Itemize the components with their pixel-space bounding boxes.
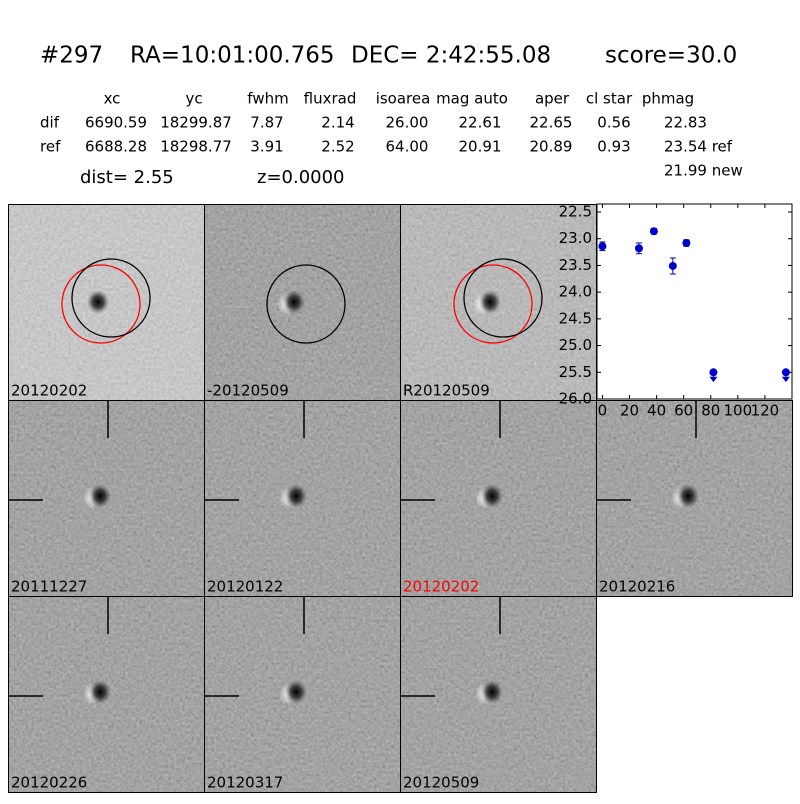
y-tick-label: 24.0 (559, 283, 592, 301)
cell: 64.00 (386, 138, 429, 156)
ref-circle (61, 264, 141, 344)
cell: 26.00 (386, 114, 429, 132)
score: score=30.0 (605, 43, 737, 69)
dist: dist= 2.55 (80, 167, 174, 188)
cell: 3.91 (250, 138, 283, 156)
source-dark (283, 290, 305, 314)
y-tick-label: 25.0 (559, 336, 592, 354)
stamp-label: 20120226 (11, 774, 87, 792)
y-tick-label: 25.5 (559, 363, 592, 381)
y-tick-label: 23.0 (559, 229, 592, 247)
column-header: aper (535, 90, 570, 108)
cell: 6690.59 (85, 114, 147, 132)
cell: 20.91 (459, 138, 502, 156)
stamp-label: 20120216 (599, 578, 675, 596)
source-dark (479, 290, 501, 314)
stamp-label: 20120317 (207, 774, 283, 792)
aperture-circle (266, 264, 346, 344)
y-tick-label: 23.5 (559, 256, 592, 274)
cell: 23.54 ref (664, 138, 733, 156)
redshift: z=0.0000 (257, 167, 345, 188)
cell: 22.83 (664, 114, 707, 132)
data-point (682, 239, 691, 247)
cell: 20.89 (530, 138, 573, 156)
row-label: ref (40, 138, 61, 156)
ra: RA=10:01:00.765 (130, 43, 335, 69)
cell: 18298.77 (160, 138, 232, 156)
cell: 18299.87 (160, 114, 232, 132)
y-tick-label: 22.5 (559, 203, 592, 221)
x-tick-label: 100 (724, 402, 753, 420)
object-id: #297 (40, 43, 103, 69)
dec: DEC= 2:42:55.08 (351, 43, 551, 69)
stamp-label: 20111227 (11, 578, 87, 596)
column-header: yc (185, 90, 202, 108)
source-dark (481, 484, 503, 508)
stamp-label: 20120509 (403, 774, 479, 792)
x-tick-label: 20 (620, 402, 639, 420)
data-point (649, 227, 658, 236)
x-tick-label: 80 (701, 402, 720, 420)
stamp-label: R20120509 (403, 382, 490, 400)
limit-arrow (709, 372, 718, 383)
aperture-circle (463, 258, 543, 338)
cell: 2.14 (321, 114, 354, 132)
limit-arrow (781, 372, 790, 383)
data-point (598, 242, 607, 251)
source-dark (285, 484, 307, 508)
cell: 2.52 (321, 138, 354, 156)
source-dark (481, 680, 503, 704)
source-dark (677, 484, 699, 508)
column-header: isoarea (376, 90, 431, 108)
cell: 22.61 (459, 114, 502, 132)
plot-area (596, 203, 793, 400)
cell: 6688.28 (85, 138, 147, 156)
x-tick-label: 40 (647, 402, 666, 420)
cell: 22.65 (530, 114, 573, 132)
stamp-label: 20120202 (403, 578, 479, 596)
cell: 7.87 (250, 114, 283, 132)
source-dark (89, 680, 111, 704)
source-dark (87, 290, 109, 314)
row-label: dif (40, 114, 60, 132)
column-header: mag auto (436, 90, 508, 108)
extra-mag: 21.99 new (664, 162, 743, 180)
column-header: phmag (642, 90, 694, 108)
source-dark (285, 680, 307, 704)
stamp-border (596, 400, 793, 597)
cell: 0.56 (597, 114, 630, 132)
column-header: xc (104, 90, 121, 108)
x-tick-label: 0 (598, 402, 608, 420)
data-point (668, 261, 677, 270)
x-tick-label: 60 (674, 402, 693, 420)
column-header: fluxrad (304, 90, 357, 108)
stamp-border (400, 596, 597, 793)
stamp-label: 20120202 (11, 382, 87, 400)
stamp-label: 20120122 (207, 578, 283, 596)
x-tick-label: 120 (751, 402, 780, 420)
aperture-circle (71, 258, 151, 338)
cell: 0.93 (597, 138, 630, 156)
y-tick-label: 26.0 (559, 390, 592, 408)
stamp-label: -20120509 (207, 382, 289, 400)
y-tick-label: 24.5 (559, 309, 592, 327)
column-header: fwhm (247, 90, 288, 108)
column-header: cl star (586, 90, 633, 108)
data-point (634, 244, 643, 253)
ref-circle (453, 264, 533, 344)
source-dark (89, 484, 111, 508)
